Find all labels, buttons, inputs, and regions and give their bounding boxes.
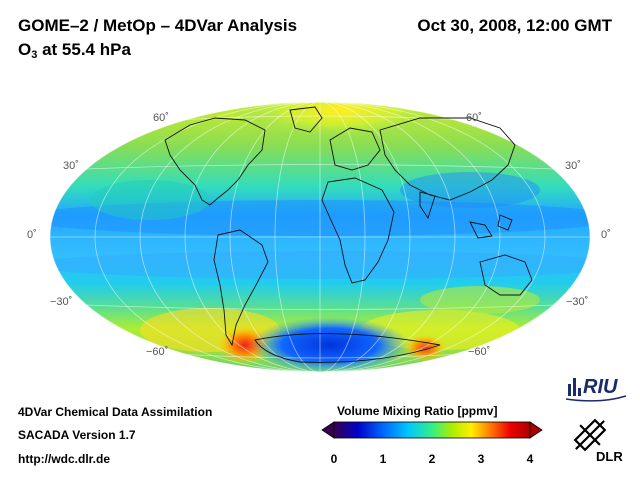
- subtitle-prefix: O: [18, 40, 32, 59]
- lat-label-n60-left: 60˚: [153, 112, 169, 124]
- map-subtitle: O3 at 55.4 hPa: [18, 40, 131, 61]
- lat-label-s30-right: −30˚: [566, 296, 589, 308]
- colorbar-tick: 0: [330, 452, 338, 466]
- lat-label-s60-right: −60˚: [468, 346, 491, 358]
- colorbar-tick: 2: [428, 452, 436, 466]
- map-title: GOME–2 / MetOp – 4DVar Analysis: [18, 16, 298, 35]
- footer-url[interactable]: http://wdc.dlr.de: [18, 452, 110, 466]
- riu-logo-text: RIU: [583, 376, 618, 398]
- colorbar-max-arrow: [529, 421, 543, 439]
- dlr-logo-text: DLR: [596, 449, 623, 464]
- graticule: [49, 101, 591, 373]
- analysis-date: Oct 30, 2008, 12:00 GMT: [417, 16, 612, 35]
- dlr-logo-icon: [573, 418, 607, 452]
- lat-label-eq-right: 0˚: [601, 229, 611, 241]
- lat-label-n60-right: 60˚: [466, 112, 482, 124]
- colorbar-tick: 3: [477, 452, 485, 466]
- lat-label-eq-left: 0˚: [27, 229, 37, 241]
- subtitle-subscript: 3: [31, 49, 38, 61]
- lat-label-s60-left: −60˚: [146, 346, 169, 358]
- riu-logo-icon: [565, 378, 627, 402]
- ozone-field: [50, 102, 590, 372]
- subtitle-suffix: at 55.4 hPa: [37, 40, 131, 59]
- colorbar-tick: 4: [526, 452, 534, 466]
- colorbar-title: Volume Mixing Ratio [ppmv]: [337, 404, 498, 418]
- footer-version: SACADA Version 1.7: [18, 428, 136, 442]
- coastlines: [164, 106, 533, 363]
- colorbar-tick: 1: [379, 452, 387, 466]
- colorbar-min-arrow: [321, 421, 335, 439]
- footer-assimilation: 4DVar Chemical Data Assimilation: [18, 405, 213, 419]
- colorbar: [321, 421, 543, 439]
- lat-label-s30-left: −30˚: [50, 296, 73, 308]
- lat-label-n30-left: 30˚: [63, 160, 79, 172]
- lat-label-n30-right: 30˚: [565, 160, 581, 172]
- colorbar-gradient: [333, 421, 531, 439]
